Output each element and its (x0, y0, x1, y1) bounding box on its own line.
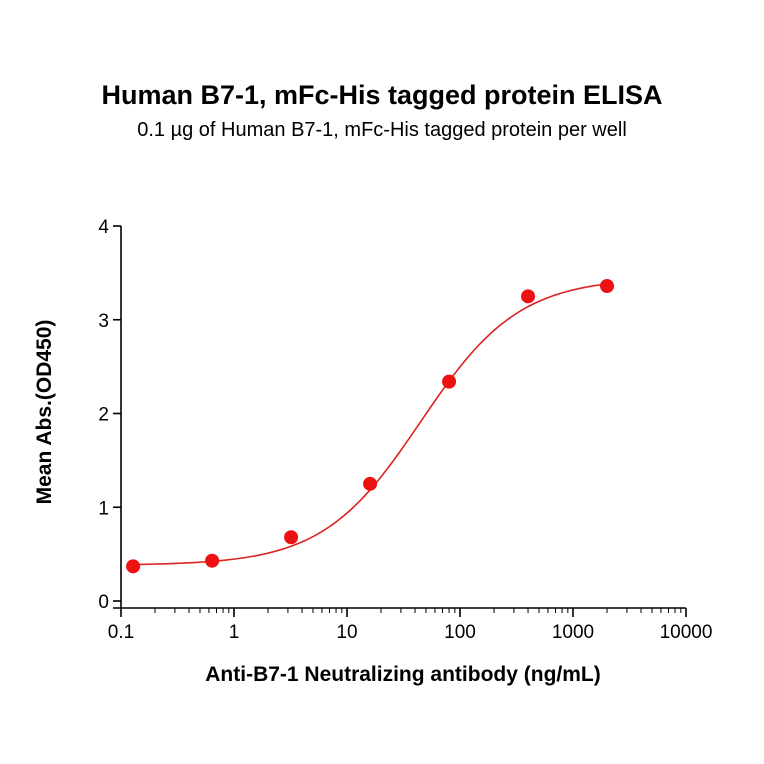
fit-curve (133, 283, 608, 566)
y-axis-label: Mean Abs.(OD450) (33, 320, 56, 505)
y-tick-label: 2 (98, 405, 109, 426)
y-tick-label: 3 (98, 311, 109, 332)
data-point (521, 289, 536, 304)
data-point (600, 279, 615, 293)
chart-subtitle: 0.1 µg of Human B7-1, mFc-His tagged pro… (137, 119, 627, 141)
y-tick-label: 0 (98, 592, 109, 613)
data-point (442, 374, 457, 389)
y-tick-label: 4 (98, 217, 109, 238)
data-point (205, 553, 220, 568)
data-point (284, 530, 299, 545)
chart-title: Human B7-1, mFc-His tagged protein ELISA (101, 80, 663, 110)
x-tick-label: 10 (336, 622, 357, 643)
data-point (126, 559, 141, 574)
x-tick-label: 1000 (552, 622, 594, 643)
data-point (363, 476, 378, 491)
x-tick-label: 100 (444, 622, 476, 643)
x-tick-label: 0.1 (108, 622, 134, 643)
x-tick-label: 10000 (660, 622, 713, 643)
x-axis-label: Anti-B7-1 Neutralizing antibody (ng/mL) (205, 663, 600, 686)
y-tick-label: 1 (98, 498, 109, 519)
x-tick-label: 1 (229, 622, 240, 643)
